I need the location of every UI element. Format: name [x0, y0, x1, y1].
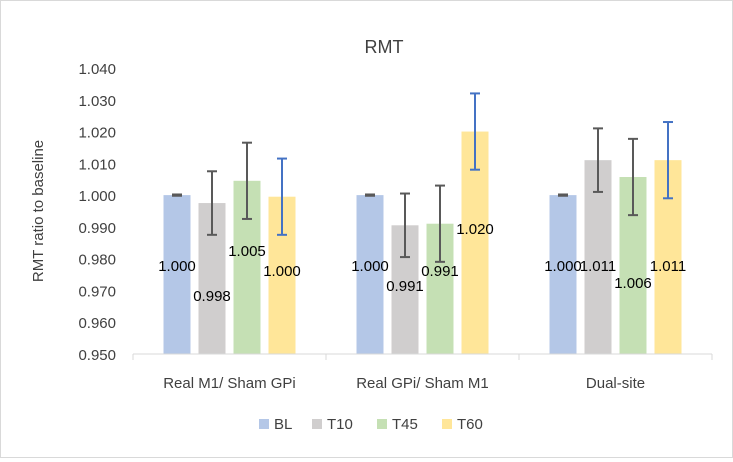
x-tick-label: Real GPi/ Sham M1 [356, 375, 489, 392]
y-axis: 0.950 0.960 0.970 0.980 0.990 1.000 1.010 1.020… [78, 61, 116, 364]
y-tick-label: 1.040 [78, 61, 116, 78]
legend-label: T10 [327, 416, 353, 433]
data-label: 1.005 [228, 243, 266, 260]
bar-bl [549, 195, 577, 354]
legend-label: T45 [392, 416, 418, 433]
x-axis: Real M1/ Sham GPi Real GPi/ Sham M1 Dual-s… [132, 353, 713, 392]
data-label: 0.998 [193, 288, 231, 305]
data-label: 1.000 [351, 258, 389, 275]
y-tick-label: 0.960 [78, 315, 116, 332]
data-label: 1.020 [456, 221, 494, 238]
y-tick-label: 1.010 [78, 156, 116, 173]
chart-title: RMT [365, 37, 404, 57]
legend-swatch-t10 [312, 419, 322, 429]
legend-swatch-t45 [377, 419, 387, 429]
data-label: 0.991 [386, 278, 424, 295]
bar-bl [163, 195, 191, 354]
legend-label: BL [274, 416, 292, 433]
legend: BL T10 T45 T60 [259, 416, 483, 433]
data-label: 1.000 [158, 258, 196, 275]
data-label: 1.011 [580, 258, 616, 275]
y-tick-label: 1.030 [78, 93, 116, 110]
y-axis-label: RMT ratio to baseline [30, 140, 47, 282]
data-label: 1.006 [614, 275, 652, 292]
legend-swatch-t60 [442, 419, 452, 429]
y-tick-label: 0.980 [78, 252, 116, 269]
x-tick-label: Dual-site [586, 375, 645, 392]
data-label: 0.991 [421, 263, 459, 280]
y-tick-label: 0.990 [78, 220, 116, 237]
legend-swatch-bl [259, 419, 269, 429]
y-tick-label: 1.020 [78, 125, 116, 142]
bar-bl [356, 195, 384, 354]
bars-group: 1.000 1.000 1.000 0.998 0.991 1.011 1.005 0.991… [158, 92, 686, 354]
y-tick-label: 0.970 [78, 283, 116, 300]
data-label: 1.011 [650, 258, 686, 275]
data-label: 1.000 [544, 258, 582, 275]
legend-label: T60 [457, 416, 483, 433]
data-label: 1.000 [263, 263, 301, 280]
y-tick-label: 1.000 [78, 188, 116, 205]
y-tick-label: 0.950 [78, 347, 116, 364]
x-tick-label: Real M1/ Sham GPi [163, 375, 296, 392]
